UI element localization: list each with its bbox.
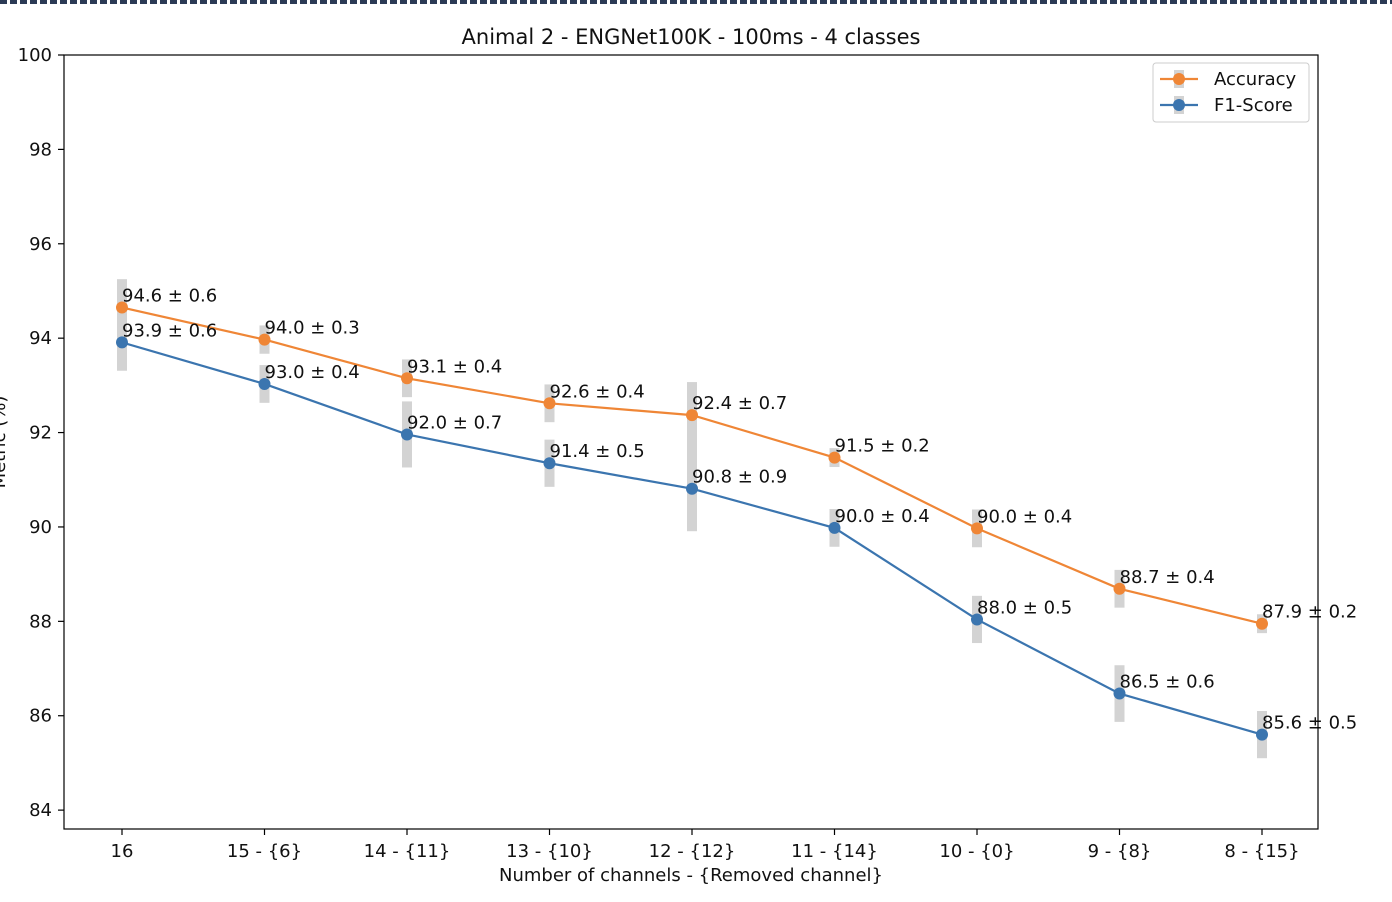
data-label: 94.6 ± 0.6	[122, 285, 217, 306]
data-label: 93.1 ± 0.4	[407, 356, 502, 377]
data-labels: 94.6 ± 0.6 94.0 ± 0.3 93.1 ± 0.4 92.6 ± 0.4…	[122, 285, 1357, 733]
data-point	[258, 377, 271, 390]
legend: Accuracy F1-Score	[1152, 62, 1310, 123]
y-tick-label: 88	[29, 611, 52, 632]
y-tick-label: 98	[29, 139, 52, 160]
data-point	[401, 428, 413, 441]
legend-label: Accuracy	[1214, 69, 1297, 90]
x-axis-label: Number of channels - {Removed channel}	[499, 865, 883, 886]
y-axis: 84 86 88 90 92 94 96 98 100	[18, 45, 64, 821]
data-label: 88.7 ± 0.4	[1120, 567, 1215, 588]
chart-title: Animal 2 - ENGNet100K - 100ms - 4 classe…	[462, 25, 921, 49]
data-point	[1113, 582, 1126, 595]
data-point	[828, 521, 841, 534]
data-label: 93.9 ± 0.6	[122, 320, 217, 341]
data-point	[543, 397, 556, 410]
y-tick-label: 86	[29, 706, 52, 727]
data-point	[258, 333, 271, 346]
y-tick-label: 84	[29, 800, 52, 821]
x-tick-label: 8 - {15}	[1224, 841, 1299, 862]
data-label: 85.6 ± 0.5	[1262, 713, 1357, 734]
legend-box	[1152, 62, 1310, 123]
data-label: 88.0 ± 0.5	[977, 597, 1072, 618]
data-point	[543, 457, 556, 470]
legend-marker	[1173, 99, 1185, 111]
x-axis: 16 15 - {6} 14 - {11} 13 - {10} 12 - {12} 11 …	[111, 829, 1300, 862]
data-point	[686, 482, 698, 495]
data-label: 90.8 ± 0.9	[692, 467, 787, 488]
data-point	[828, 451, 841, 464]
data-point	[116, 301, 128, 314]
data-label: 94.0 ± 0.3	[265, 318, 360, 339]
data-point	[401, 372, 413, 385]
y-tick-label: 96	[29, 234, 52, 255]
data-point	[971, 613, 983, 626]
x-tick-label: 12 - {12}	[649, 841, 736, 862]
data-label: 90.0 ± 0.4	[977, 506, 1072, 527]
y-tick-label: 94	[29, 328, 52, 349]
data-point	[971, 522, 983, 535]
data-label: 87.9 ± 0.2	[1262, 602, 1357, 623]
data-point	[1256, 617, 1268, 630]
y-axis-label: Metric (%)	[0, 396, 10, 489]
data-point	[1256, 728, 1268, 741]
data-point	[686, 409, 698, 422]
data-label: 86.5 ± 0.6	[1120, 672, 1215, 693]
data-label: 92.6 ± 0.4	[550, 381, 645, 402]
data-label: 92.0 ± 0.7	[407, 412, 502, 433]
data-label: 93.0 ± 0.4	[265, 362, 360, 383]
plot-frame	[63, 54, 1319, 830]
data-points	[116, 301, 1268, 741]
legend-marker	[1173, 73, 1185, 85]
y-tick-label: 100	[18, 45, 52, 66]
data-label: 91.5 ± 0.2	[835, 436, 930, 457]
x-tick-label: 16	[111, 841, 134, 862]
top-dashed-border	[0, 0, 1392, 4]
x-tick-label: 14 - {11}	[364, 841, 451, 862]
data-point	[116, 336, 128, 349]
x-tick-label: 9 - {8}	[1088, 841, 1152, 862]
legend-label: F1-Score	[1214, 95, 1293, 116]
x-tick-label: 11 - {14}	[791, 841, 878, 862]
y-tick-label: 92	[29, 423, 52, 444]
data-point	[1113, 687, 1126, 700]
x-tick-label: 10 - {0}	[939, 841, 1014, 862]
data-label: 92.4 ± 0.7	[692, 393, 787, 414]
data-label: 90.0 ± 0.4	[835, 506, 930, 527]
y-tick-label: 90	[29, 517, 52, 538]
data-label: 91.4 ± 0.5	[550, 441, 645, 462]
x-tick-label: 15 - {6}	[227, 841, 302, 862]
x-tick-label: 13 - {10}	[506, 841, 593, 862]
error-bars	[117, 279, 1267, 759]
